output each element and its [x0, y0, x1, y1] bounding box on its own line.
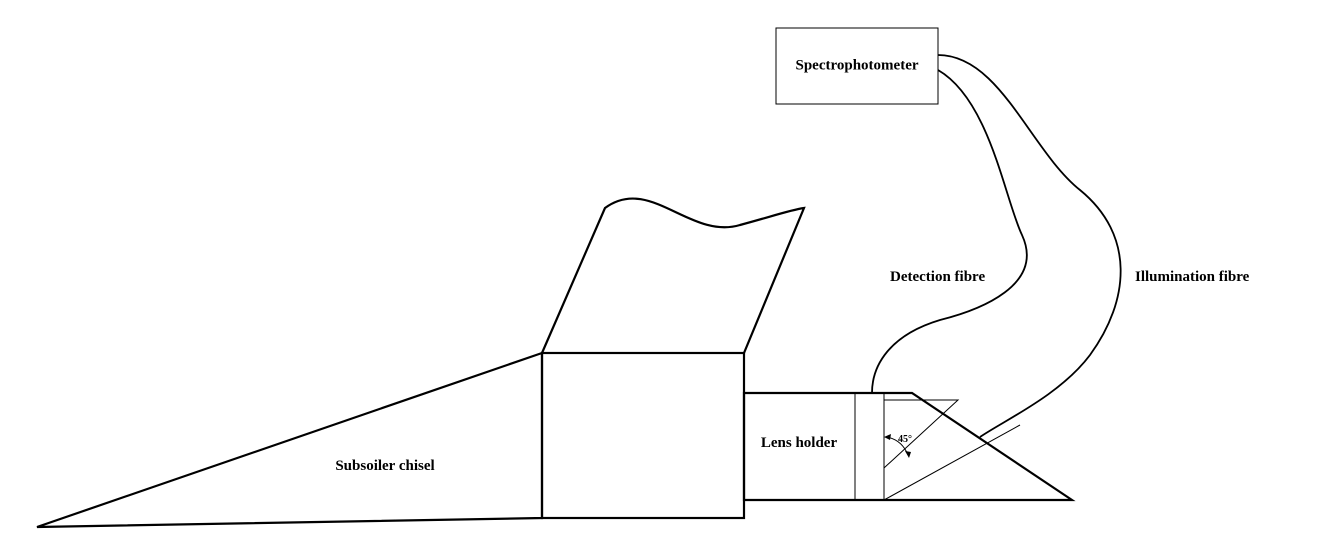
optic-triangle	[883, 399, 960, 470]
angle-label: 45°	[898, 434, 912, 445]
illumination-fibre-label: Illumination fibre	[1135, 269, 1250, 285]
spectrophotometer-box	[775, 27, 939, 105]
shank-outline	[540, 197, 806, 354]
subsoiler-chisel-label: Subsoiler chisel	[335, 458, 434, 474]
central-block	[540, 351, 746, 520]
angle-arrow-top	[884, 434, 891, 440]
detection-fibre-label: Detection fibre	[890, 269, 985, 285]
subsoiler-chisel-wedge	[36, 351, 544, 529]
illumination-fibre	[937, 54, 1122, 438]
lens-holder-housing	[742, 391, 1076, 502]
illumination-path-line	[883, 424, 1021, 501]
spectrophotometer-label: Spectrophotometer	[795, 57, 918, 73]
angle-arrow-bottom	[905, 451, 911, 458]
detection-fibre	[871, 69, 1028, 394]
lens-holder-label: Lens holder	[761, 435, 838, 451]
